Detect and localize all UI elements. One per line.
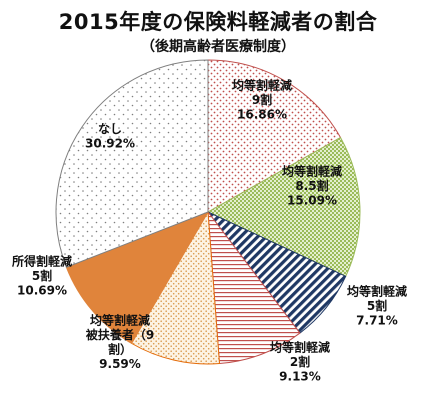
pie-labels: 均等割軽減 9割 16.86%均等割軽減 8.5割 15.09%均等割軽減 5割 7.71%… — [12, 78, 407, 384]
slice-category: 均等割軽減 — [282, 164, 342, 179]
slice-category: 5割 — [32, 268, 52, 283]
slice-percent: 9.59% — [99, 357, 141, 371]
pie-slice — [65, 211, 209, 344]
slice-percent: 30.92% — [85, 136, 135, 150]
pie-slice — [207, 137, 361, 277]
slice-category: 5割 — [367, 298, 387, 313]
slice-label: 均等割軽減 9割 16.86% — [232, 78, 292, 122]
pie-slices — [55, 59, 361, 365]
slice-label: 均等割軽減 2割 9.13% — [270, 340, 330, 384]
pie-slice — [207, 59, 342, 213]
slice-percent: 16.86% — [237, 108, 287, 122]
slice-percent: 10.69% — [17, 284, 67, 298]
slice-percent: 15.09% — [287, 194, 337, 208]
pie-slice — [55, 59, 209, 268]
chart-subtitle: （後期高齢者医療制度） — [141, 39, 295, 55]
slice-category: 均等割軽減 — [347, 284, 407, 299]
slice-category: 均等割軽減 — [232, 78, 292, 93]
slice-category: 2割 — [290, 354, 310, 369]
slice-percent: 9.13% — [279, 370, 321, 384]
slice-category: 均等割軽減 — [90, 312, 150, 327]
slice-category: 所得割軽減 — [12, 254, 72, 269]
pie-slice — [131, 211, 220, 365]
pie-slice — [207, 211, 301, 365]
slice-label: 均等割軽減被扶養者（9 割） 9.59% — [86, 312, 154, 371]
slice-label: 均等割軽減 5割 7.71% — [347, 284, 407, 328]
slice-category: なし — [98, 122, 122, 136]
slice-label: 所得割軽減 5割 10.69% — [12, 254, 72, 298]
slice-category: 均等割軽減 — [270, 340, 330, 355]
slice-label: なし 30.92% — [85, 122, 135, 151]
chart-title: 2015年度の保険料軽減者の割合 — [58, 10, 378, 34]
slice-category: 8.5割 — [295, 178, 328, 193]
slice-category: 割） — [108, 341, 132, 356]
slice-percent: 7.71% — [356, 314, 398, 328]
slice-label: 均等割軽減 8.5割 15.09% — [282, 164, 342, 208]
slice-category: 9割 — [252, 92, 272, 107]
slice-category: 被扶養者（9 — [86, 327, 154, 342]
